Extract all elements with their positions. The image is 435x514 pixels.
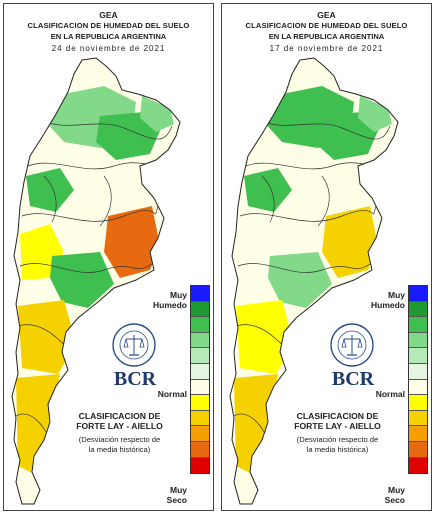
legend-color-swatch [409,317,427,333]
isoline [317,175,330,227]
legend-color-swatch [191,363,209,380]
legend-label-humedo: Humedo [371,300,405,310]
classification-line4: la media histórica) [306,445,369,454]
classification-line2: FORTE LAY - AIELLO [294,421,381,431]
legend-color-swatch [409,457,427,474]
legend-label-muy: Muy [170,290,187,300]
isoline [251,115,391,140]
isoline [21,205,159,222]
legend-color-bar [190,285,210,475]
moisture-region-misiones [140,96,174,132]
legend-color-swatch [409,395,427,411]
organization-label: GEA [317,10,336,20]
legend-label-muy: Muy [388,290,405,300]
legend-color-swatch [409,332,427,349]
isoline [237,263,371,273]
isoline [33,115,173,140]
legend-color-swatch [409,379,427,396]
legend-color-bar [408,285,428,475]
legend-color-swatch [409,410,427,427]
legend-color-swatch [191,317,209,333]
legend-color-swatch [409,348,427,364]
soil-moisture-map-panel: GEA CLASIFICACION DE HUMEDAD DEL SUELO E… [3,3,214,511]
bcr-seal-logo [330,323,374,367]
bcr-logo-text: BCR [331,368,375,390]
classification-line1: CLASIFICACION DE [78,411,161,421]
legend-color-swatch [409,363,427,380]
moisture-region-patagonia-south [16,374,60,476]
legend-label-muy-seco: Muy [170,485,187,495]
map-date: 24 de noviembre de 2021 [51,44,166,53]
moisture-region-tucuman [244,168,292,212]
country-outline [11,57,181,505]
legend-color-swatch [191,332,209,349]
legend-color-swatch [191,301,209,318]
legend-color-swatch [191,379,209,396]
moisture-region-tucuman [26,168,74,212]
moisture-region-chaco [314,112,380,160]
legend-label-seco: Seco [384,495,405,505]
legend-label-humedo: Humedo [153,300,187,310]
isoline [99,175,112,227]
soil-moisture-map-panel: GEA CLASIFICACION DE HUMEDAD DEL SUELO E… [221,3,432,511]
argentina-map [11,57,181,505]
bcr-seal-logo [112,323,156,367]
isoline [19,263,153,273]
isoline [239,205,377,222]
bcr-logo-text: BCR [113,368,157,390]
map-title-line1: CLASIFICACION DE HUMEDAD DEL SUELO [245,21,408,30]
legend-color-swatch [191,410,209,427]
classification-line4: la media histórica) [88,445,151,454]
isoline [43,175,57,223]
classification-line2: FORTE LAY - AIELLO [76,421,163,431]
moisture-region-patagonia-north [236,300,294,374]
map-title-line2: EN LA REPUBLICA ARGENTINA [268,32,385,41]
legend-color-swatch [191,395,209,411]
moisture-region-patagonia-north [18,300,76,374]
legend-label-muy-seco: Muy [388,485,405,495]
country-outline [229,57,399,505]
moisture-region-chaco [96,112,162,160]
classification-line3: (Desviación respecto de [296,435,379,444]
legend-color-swatch [409,426,427,442]
classification-line3: (Desviación respecto de [78,435,161,444]
moisture-region-patagonia-south [234,374,278,476]
legend-label-normal: Normal [157,389,187,399]
moisture-region-buenos-aires-east [322,206,378,278]
map-title-line2: EN LA REPUBLICA ARGENTINA [50,32,167,41]
moisture-region-buenos-aires-east [104,206,160,278]
map-date: 17 de noviembre de 2021 [269,44,384,53]
organization-label: GEA [99,10,118,20]
legend-color-swatch [409,286,427,302]
legend-label-normal: Normal [375,389,405,399]
legend-color-swatch [191,348,209,364]
legend-color-swatch [409,301,427,318]
moisture-region-buenos-aires-west [50,252,114,308]
moisture-region-buenos-aires-west [268,252,332,308]
legend-label-seco: Seco [166,495,187,505]
legend-color-swatch [191,441,209,458]
legend-color-swatch [409,441,427,458]
isoline [261,175,275,223]
classification-line1: CLASIFICACION DE [296,411,379,421]
legend-color-swatch [191,286,209,302]
map-title-line1: CLASIFICACION DE HUMEDAD DEL SUELO [27,21,190,30]
legend-color-swatch [191,457,209,474]
moisture-region-misiones [358,96,392,132]
legend-color-swatch [191,426,209,442]
argentina-map [229,57,399,505]
